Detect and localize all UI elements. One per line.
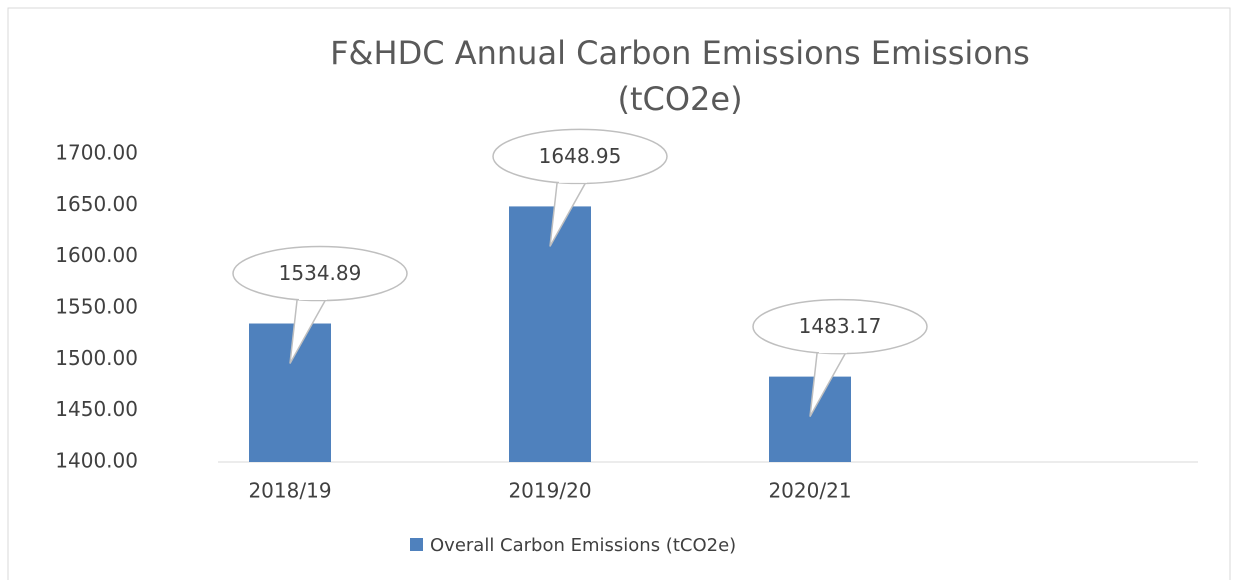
x-tick-label: 2018/19 xyxy=(248,479,331,503)
bar xyxy=(769,376,851,462)
legend-swatch xyxy=(410,538,423,551)
x-tick-label: 2020/21 xyxy=(768,479,851,503)
chart-border xyxy=(7,7,1231,580)
callout-bubble xyxy=(752,298,928,355)
y-tick-label: 1700.00 xyxy=(55,141,138,165)
bar xyxy=(249,323,331,462)
y-tick-label: 1650.00 xyxy=(55,192,138,216)
callout-bubble xyxy=(232,245,408,302)
legend-label: Overall Carbon Emissions (tCO2e) xyxy=(430,535,736,556)
y-tick-label: 1450.00 xyxy=(55,397,138,421)
y-tick-label: 1600.00 xyxy=(55,243,138,267)
callout-bubble xyxy=(492,128,668,185)
chart-title: F&HDC Annual Carbon Emissions Emissions … xyxy=(330,34,1030,118)
data-label: 1534.89 xyxy=(279,261,362,285)
data-label: 1648.95 xyxy=(539,144,622,168)
y-tick-label: 1550.00 xyxy=(55,295,138,319)
data-label: 1483.17 xyxy=(799,314,882,338)
y-tick-label: 1400.00 xyxy=(55,449,138,473)
y-tick-label: 1500.00 xyxy=(55,346,138,370)
x-tick-label: 2019/20 xyxy=(508,479,591,503)
bar xyxy=(509,206,591,462)
